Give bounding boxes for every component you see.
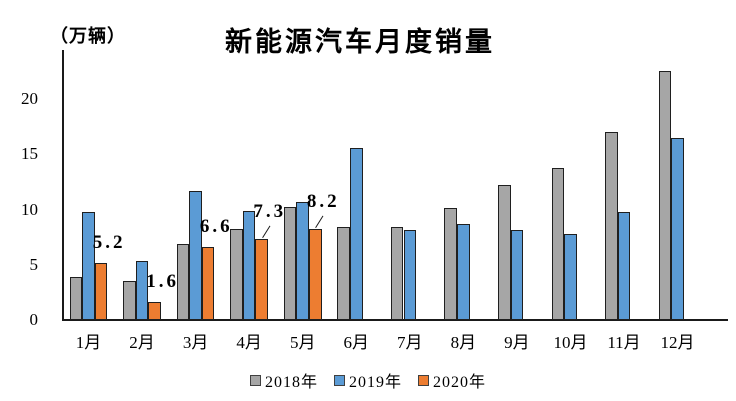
y-tick-label-5: 5: [29, 254, 39, 274]
bar-2018年-7月: [390, 227, 404, 320]
bar-2018年-10月: [551, 167, 565, 320]
bar-2019年-11月: [617, 211, 631, 320]
bar-2020年-3月: [201, 247, 215, 320]
x-tick-label-12月: 12月: [660, 333, 695, 352]
bar-2019年-4月: [242, 210, 256, 320]
legend-label-2018年: 2018年: [264, 374, 318, 391]
data-label-leader-line-5月: [315, 215, 324, 229]
y-axis-unit-label: （万辆）: [50, 26, 126, 46]
x-tick-label-5月: 5月: [289, 333, 316, 352]
y-tick-label-15: 15: [21, 144, 38, 164]
data-label-5月: 8.2: [306, 191, 340, 213]
x-tick-label-1月: 1月: [75, 333, 102, 352]
bar-2019年-12月: [671, 137, 684, 320]
x-tick-label-6月: 6月: [343, 333, 370, 352]
bar-2020年-5月: [309, 229, 322, 320]
bar-2020年-2月: [148, 302, 161, 320]
data-label-1月: 5.2: [92, 231, 126, 253]
chart-title: 新能源汽车月度销量: [225, 27, 495, 57]
bar-2018年-11月: [605, 132, 618, 320]
data-label-2月: 1.6: [146, 271, 180, 293]
legend-item-2018年: 2018年: [249, 368, 318, 392]
x-axis-line: [62, 319, 728, 321]
bar-2020年-1月: [94, 262, 108, 320]
bar-2018年-6月: [337, 227, 350, 320]
legend-swatch-2019年: [333, 374, 345, 386]
bar-2018年-8月: [444, 208, 458, 320]
bar-2019年-1月: [82, 211, 95, 320]
x-tick-label-11月: 11月: [607, 333, 641, 352]
x-tick-label-8月: 8月: [450, 333, 477, 352]
y-tick-label-0: 0: [29, 310, 39, 329]
data-label-4月: 7.3: [253, 201, 287, 223]
x-tick-label-4月: 4月: [236, 333, 262, 352]
y-axis-line: [62, 50, 64, 321]
data-label-3月: 6.6: [199, 216, 233, 238]
bar-2018年-1月: [69, 276, 83, 320]
legend-swatch-2020年: [418, 374, 429, 386]
x-tick-label-2月: 2月: [129, 333, 155, 352]
legend-label-2019年: 2019年: [348, 374, 402, 391]
bar-2018年-9月: [498, 185, 511, 320]
bar-2019年-8月: [457, 223, 470, 320]
bar-2018年-4月: [230, 229, 243, 320]
legend-item-2020年: 2020年: [418, 368, 486, 392]
legend-swatch-2018年: [249, 374, 261, 386]
bar-2018年-12月: [658, 71, 672, 320]
data-label-leader-line-4月: [261, 225, 271, 239]
legend: 2018年 2019年 2020年: [0, 368, 736, 392]
x-tick-label-3月: 3月: [182, 333, 209, 352]
bar-2019年-7月: [403, 230, 417, 320]
bar-2018年-2月: [123, 281, 136, 320]
bar-2020年-4月: [255, 239, 269, 320]
bar-2018年-3月: [176, 243, 190, 320]
y-tick-label-20: 20: [21, 89, 38, 108]
x-tick-label-10月: 10月: [553, 333, 588, 352]
bar-2019年-5月: [296, 201, 309, 320]
bar-2019年-9月: [510, 230, 524, 320]
legend-label-2020年: 2020年: [433, 374, 487, 391]
x-tick-label-9月: 9月: [504, 333, 530, 352]
bar-2019年-2月: [135, 261, 149, 320]
y-tick-label-10: 10: [21, 199, 38, 219]
bar-2019年-3月: [189, 190, 202, 320]
bar-2019年-6月: [349, 147, 363, 320]
x-tick-label-7月: 7月: [397, 333, 423, 352]
bar-2019年-10月: [564, 233, 577, 320]
legend-item-2019年: 2019年: [333, 368, 402, 392]
bar-2018年-5月: [283, 207, 297, 320]
